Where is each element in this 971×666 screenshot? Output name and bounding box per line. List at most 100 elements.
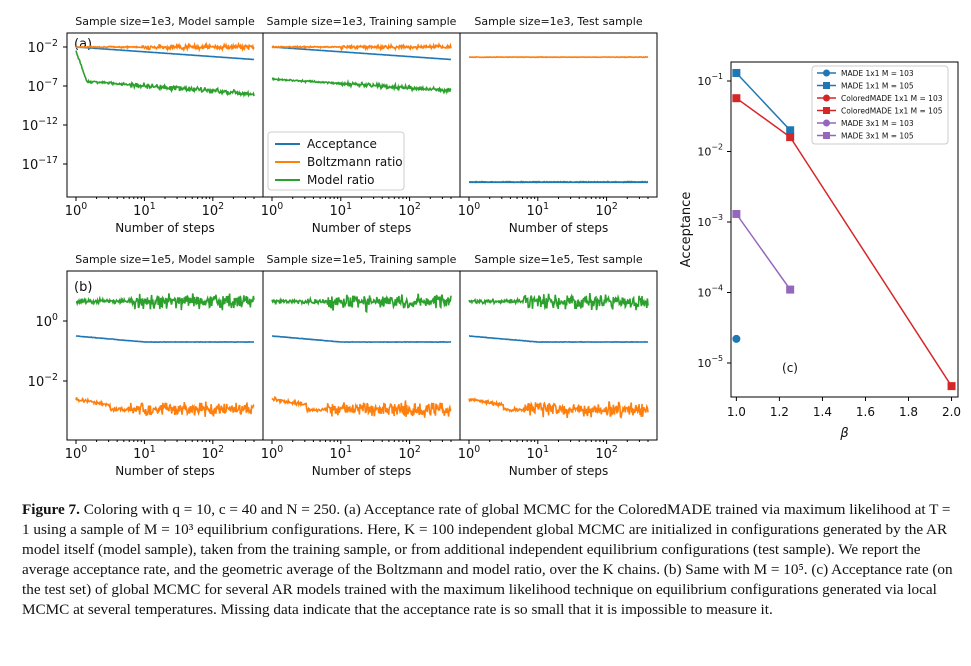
panel-a-xtick-label: 102	[398, 201, 421, 219]
legend-a: Acceptance Boltzmann ratio Model ratio	[267, 131, 405, 191]
panel-c-point-6	[732, 209, 741, 218]
panel-b-xtick-label: 101	[330, 444, 353, 462]
panel-b-label: (b)	[74, 280, 92, 295]
caption-label: Figure 7.	[22, 501, 80, 518]
panel-c-point-4	[786, 133, 795, 142]
panel-c-xtick-label: 1.0	[727, 405, 746, 419]
series-boltzmann-b1	[75, 396, 255, 417]
legend-c-entry-5: MADE 3x1 M = 103	[841, 119, 914, 128]
panel-a-label: (a)	[74, 37, 92, 52]
caption-text: Coloring with q = 10, c = 40 and N = 250…	[22, 501, 953, 618]
panel-c-point-4	[947, 382, 956, 391]
panel-a-xtick-label: 101	[133, 201, 156, 219]
legend-c-entry-3: ColoredMADE 1x1 M = 103	[841, 94, 943, 103]
panel-c-point-2	[786, 126, 795, 135]
panel-b-xlabel-1: Number of steps	[115, 464, 215, 478]
panel-a-ytick-label: 10−17	[22, 155, 58, 173]
panel-a-xtick-label: 102	[202, 201, 225, 219]
panel-a-xtick-label: 101	[330, 201, 353, 219]
panel-a-title-1: Sample size=1e3, Model sample	[75, 15, 255, 28]
panel-a-xtick-label: 102	[595, 201, 618, 219]
panel-c-ylabel: Acceptance	[679, 192, 694, 268]
series-model-a2	[271, 76, 452, 95]
legend-c-entry-2: MADE 1x1 M = 105	[841, 82, 914, 91]
series-boltzmann-a2	[271, 42, 452, 52]
panel-a-xlabel-3: Number of steps	[509, 221, 609, 235]
legend-c-marker-1	[823, 69, 830, 77]
series-boltzmann-b3	[468, 397, 649, 419]
series-acceptance-b2	[271, 335, 452, 344]
panel-c-xtick-label: 1.6	[856, 405, 875, 419]
legend-c-entry-6: MADE 3x1 M = 105	[841, 132, 914, 141]
panel-c-ytick-label: 10−1	[697, 72, 723, 88]
panel-a-xtick-label: 100	[261, 201, 284, 219]
panel-b-xtick-label: 102	[398, 444, 421, 462]
panel-c-xtick-label: 2.0	[942, 405, 961, 419]
panel-a-xtick-label: 101	[527, 201, 550, 219]
panel-b-frame-1	[66, 270, 264, 441]
panel-b-xtick-label: 101	[527, 444, 550, 462]
panel-c-ytick-label: 10−3	[697, 213, 723, 229]
panel-c-point-1	[732, 334, 741, 343]
legend-c-entry-4: ColoredMADE 1x1 M = 105	[841, 107, 943, 116]
panel-c-point-4	[732, 94, 741, 103]
panel-a-group: Sample size=1e3, Model sample 100 101 102 Nu…	[22, 15, 658, 235]
legend-c-marker-3	[823, 94, 830, 102]
legend-c-box	[811, 65, 949, 145]
panel-b-xtick-label: 100	[458, 444, 481, 462]
legend-c-marker-6	[823, 132, 830, 139]
panel-a-ytick-label: 10−7	[28, 77, 58, 95]
figure-caption: Figure 7. Coloring with q = 10, c = 40 a…	[22, 500, 957, 620]
series-boltzmann-a3	[468, 55, 649, 59]
panel-a-title-3: Sample size=1e3, Test sample	[474, 15, 642, 28]
series-acceptance-b1	[75, 335, 254, 344]
panel-a-ytick-label: 10−2	[28, 38, 58, 56]
panel-c-point-2	[732, 68, 741, 77]
panel-b-group: Sample size=1e5, Model sample 100 101 102 Nu…	[28, 253, 658, 478]
panel-c-ytick-label: 10−5	[697, 354, 723, 370]
panel-c-xlabel: β	[839, 426, 848, 441]
panel-b-xlabel-3: Number of steps	[509, 464, 609, 478]
panel-c-xtick-label: 1.2	[770, 405, 789, 419]
series-model-a1	[75, 50, 255, 98]
legend-c: MADE 1x1 M = 103 MADE 1x1 M = 105 ColoredM…	[811, 65, 949, 145]
panel-c-frame	[730, 61, 959, 398]
panel-b-xlabel-2: Number of steps	[312, 464, 412, 478]
legend-c-marker-5	[823, 119, 830, 127]
panel-b-ytick-label: 10−2	[28, 372, 58, 390]
panel-a-title-2: Sample size=1e3, Training sample	[267, 15, 457, 28]
panel-c-ytick-label: 10−4	[697, 284, 723, 300]
legend-a-entry-1: Acceptance	[307, 137, 377, 151]
panel-c-point-6	[786, 285, 795, 294]
panel-b-title-2: Sample size=1e5, Training sample	[267, 253, 457, 266]
panel-a-xlabel-2: Number of steps	[312, 221, 412, 235]
legend-a-entry-3: Model ratio	[307, 173, 375, 187]
legend-c-marker-4	[823, 107, 830, 114]
panel-b-frame-3	[459, 270, 658, 441]
panel-b-title-3: Sample size=1e5, Test sample	[474, 253, 642, 266]
series-model-b1	[75, 293, 255, 311]
panel-a-ytick-label: 10−12	[22, 116, 58, 134]
panel-a-xtick-label: 100	[458, 201, 481, 219]
panel-b-xtick-label: 100	[65, 444, 88, 462]
panel-c-label: (c)	[782, 361, 798, 375]
legend-c-marker-2	[823, 82, 830, 89]
legend-a-entry-2: Boltzmann ratio	[307, 155, 403, 169]
panel-a-xlabel-1: Number of steps	[115, 221, 215, 235]
series-boltzmann-b2	[271, 395, 452, 418]
series-model-b3	[468, 293, 649, 311]
panel-b-title-1: Sample size=1e5, Model sample	[75, 253, 255, 266]
panel-c-group: 1.0 1.2 1.4 1.6 1.8 2.0 10−1 10−2 10−3 10−4 10−5 β A…	[679, 61, 961, 441]
series-acceptance-b3	[468, 335, 649, 344]
panel-b-ytick-label: 100	[36, 312, 59, 330]
series-boltzmann-a1	[76, 41, 255, 53]
panel-c-xtick-label: 1.8	[899, 405, 918, 419]
panel-b-xtick-label: 102	[595, 444, 618, 462]
panel-c-line-2	[735, 72, 791, 131]
panel-c-xtick-label: 1.4	[813, 405, 832, 419]
series-model-b2	[271, 293, 452, 314]
panel-a-xtick-label: 100	[65, 201, 88, 219]
panel-c-ytick-label: 10−2	[697, 143, 723, 159]
panel-b-xtick-label: 100	[261, 444, 284, 462]
panel-b-xtick-label: 101	[133, 444, 156, 462]
